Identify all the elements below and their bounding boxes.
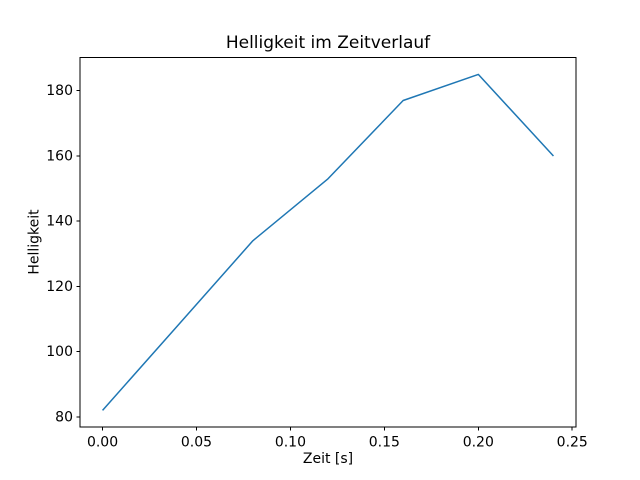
y-tick-label: 120 (46, 279, 73, 295)
y-tick-label: 180 (46, 83, 73, 99)
x-axis-label: Zeit [s] (302, 451, 354, 467)
y-tick-label: 140 (46, 214, 73, 230)
x-tick-label: 0.05 (181, 435, 212, 451)
x-tick-label: 0.25 (557, 435, 588, 451)
chart-title: Helligkeit im Zeitverlauf (225, 33, 431, 53)
y-tick-label: 160 (46, 148, 73, 164)
y-tick-label: 80 (55, 409, 73, 425)
x-tick-label: 0.20 (463, 435, 494, 451)
axes-frame (79, 57, 577, 428)
brightness-line (101, 73, 555, 411)
x-tick-label: 0.15 (369, 435, 400, 451)
x-tick-label: 0.00 (87, 435, 118, 451)
x-tick-label: 0.10 (275, 435, 306, 451)
y-tick-label: 100 (46, 344, 73, 360)
